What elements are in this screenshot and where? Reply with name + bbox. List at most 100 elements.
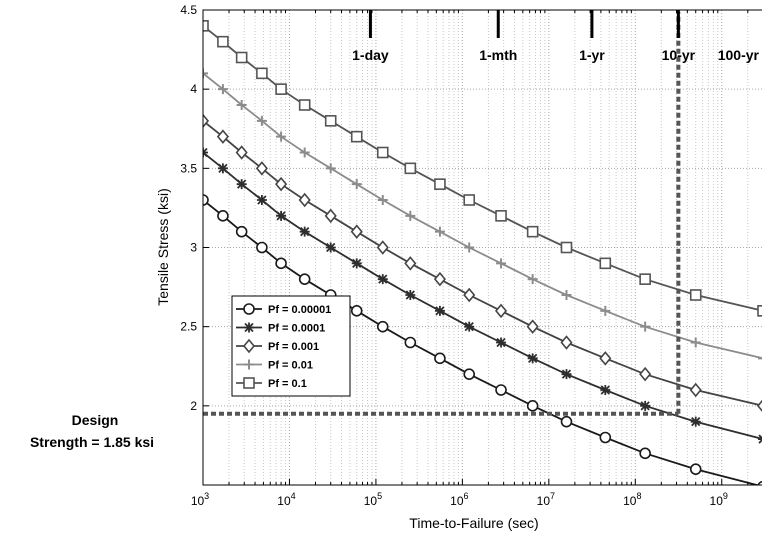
data-point [298,273,311,285]
data-point [758,353,762,364]
data-point [561,369,572,380]
data-point [640,400,651,411]
design-strength-guides [203,12,681,416]
data-point [495,210,507,222]
time-marker-label: 100-yr [718,47,760,63]
data-point [599,351,612,366]
legend-marker [243,377,255,389]
data-point [203,194,209,206]
data-point [527,274,538,285]
data-point [404,162,417,175]
y-tick-label: 3.5 [180,161,197,175]
data-point [560,335,573,350]
y-tick-label: 4 [190,82,197,96]
data-point [376,240,389,255]
data-point [256,115,267,126]
data-point [639,366,652,382]
data-point [203,68,208,79]
legend-marker [242,338,256,354]
design-strength-label-line2: Strength = 1.85 ksi [30,434,154,450]
data-point [324,208,337,224]
data-point [376,320,389,333]
data-point [404,256,417,271]
data-point [217,35,229,48]
data-point [433,271,446,287]
data-point [203,20,209,32]
legend-entry-label: Pf = 0.00001 [268,304,331,316]
series-layer [203,20,762,485]
data-point [526,225,539,238]
data-point [275,257,287,270]
grid [202,9,762,485]
series-diamond [203,113,762,412]
data-point [325,242,336,253]
data-point [690,416,701,427]
data-point [275,176,288,192]
legend-entry-label: Pf = 0.1 [268,378,307,390]
data-point [639,273,651,285]
data-point [434,305,445,316]
series-asterisk [203,147,762,444]
data-point [236,179,247,190]
data-point [495,384,507,396]
data-point [376,146,389,159]
legend: Pf = 0.00001 Pf = 0.0001 Pf = 0.001 Pf = 0.… [231,295,351,397]
data-point [203,113,210,129]
series-plus [203,68,762,364]
data-point [757,305,762,317]
series-square [203,20,762,317]
data-point [216,129,229,144]
y-tick-label: 3 [190,241,197,255]
data-point [463,368,476,380]
data-point [639,447,651,460]
data-point [756,399,762,412]
data-point [463,194,476,206]
data-point [464,242,475,253]
data-point [463,287,476,303]
time-marker-label: 10-yr [662,47,696,63]
data-point [256,67,268,80]
y-tick-label: 4.5 [180,3,197,17]
data-point [325,163,336,174]
y-tick-label: 2.5 [180,320,197,334]
axes: 103 104 105 106 107 108 109 2 2.5 3 3.5 4 4.5 [180,3,749,508]
data-point [494,303,508,319]
data-point [560,415,573,428]
data-point [217,210,229,222]
data-point [377,195,388,205]
data-point [689,289,702,301]
data-point [757,480,762,485]
data-point [236,100,247,110]
data-point [275,83,287,95]
data-point [599,257,612,270]
data-point [599,431,612,444]
data-point [434,226,445,237]
data-point [377,274,388,285]
legend-marker [244,322,254,333]
data-point [256,195,267,205]
time-marker-label: 1-day [352,47,389,63]
data-point [324,115,337,127]
x-tick-label: 104 [277,491,295,508]
data-point [464,321,475,332]
data-point [404,336,417,349]
data-point [526,400,539,412]
data-point [434,178,446,190]
data-point [276,210,287,221]
time-markers: 1-day 1-mth 1-yr 10-yr 100-yr [352,10,760,63]
data-point [298,99,311,111]
data-point [298,192,311,208]
x-tick-label: 108 [623,491,641,508]
data-point [217,84,228,95]
legend-marker [243,303,255,315]
x-tick-label: 107 [537,491,555,508]
data-point [235,51,248,64]
data-point [640,321,651,332]
x-axis-title: Time-to-Failure (sec) [409,515,538,531]
data-point [256,241,268,254]
data-point [600,385,611,395]
data-point [299,226,310,237]
data-point [496,337,507,348]
x-tick-label: 103 [191,491,209,508]
data-point [350,224,363,239]
